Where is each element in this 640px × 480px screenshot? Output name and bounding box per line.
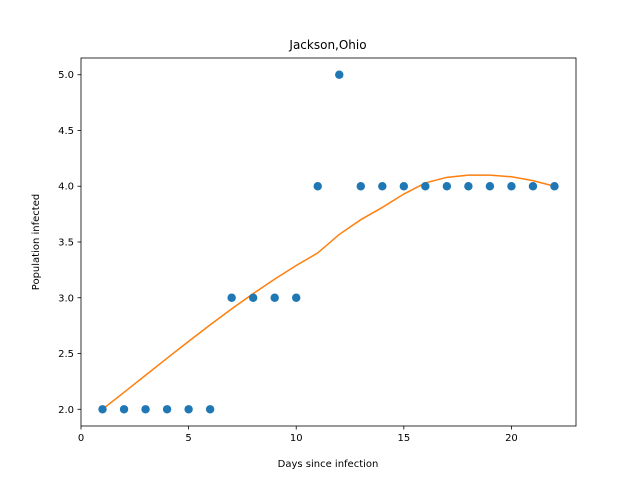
y-tick-label: 4.5 bbox=[58, 126, 74, 137]
scatter-point bbox=[464, 182, 473, 191]
y-tick-label: 4.0 bbox=[58, 182, 74, 193]
x-tick-label: 15 bbox=[397, 433, 410, 444]
x-axis-ticks: 0 5 10 15 20 bbox=[78, 426, 518, 444]
scatter-point bbox=[141, 405, 150, 414]
scatter-point bbox=[119, 405, 129, 414]
axes-frame bbox=[80, 57, 577, 427]
chart-title: Jackson,Ohio bbox=[288, 38, 366, 52]
plot-area bbox=[80, 57, 577, 427]
y-tick-label: 5.0 bbox=[58, 70, 74, 81]
scatter-point bbox=[421, 182, 430, 191]
y-axis-label: Population infected bbox=[31, 194, 42, 290]
scatter-point bbox=[292, 293, 301, 302]
scatter-point bbox=[184, 405, 193, 414]
scatter-point bbox=[356, 182, 365, 191]
scatter-point bbox=[507, 182, 516, 191]
x-tick-label: 10 bbox=[290, 433, 303, 444]
scatter-point bbox=[378, 182, 387, 191]
scatter-point bbox=[528, 182, 538, 191]
y-axis-ticks: 2.0 2.5 3.0 3.5 4.0 4.5 5.0 bbox=[58, 70, 81, 416]
fit-line bbox=[102, 174, 555, 410]
y-tick-label: 2.0 bbox=[58, 405, 74, 416]
scatter-point bbox=[205, 405, 215, 414]
y-tick-label: 2.5 bbox=[58, 349, 74, 360]
y-tick-label: 3.5 bbox=[58, 238, 74, 249]
y-tick-label: 3.0 bbox=[58, 293, 74, 304]
scatter-point bbox=[162, 405, 172, 414]
scatter-point bbox=[442, 182, 452, 191]
scatter-point bbox=[98, 405, 107, 414]
series-layer bbox=[98, 70, 559, 414]
scatter-point bbox=[270, 293, 279, 302]
x-tick-label: 5 bbox=[185, 433, 191, 444]
scatter-point bbox=[399, 182, 409, 191]
scatter-point bbox=[227, 293, 236, 302]
x-axis-label: Days since infection bbox=[278, 459, 379, 470]
scatter-point bbox=[335, 70, 344, 79]
scatter-point bbox=[313, 182, 322, 191]
x-tick-label: 0 bbox=[78, 433, 84, 444]
x-tick-label: 20 bbox=[505, 433, 518, 444]
scatter-point bbox=[550, 182, 559, 191]
scatter-point bbox=[485, 182, 495, 191]
scatter-point bbox=[248, 293, 258, 302]
